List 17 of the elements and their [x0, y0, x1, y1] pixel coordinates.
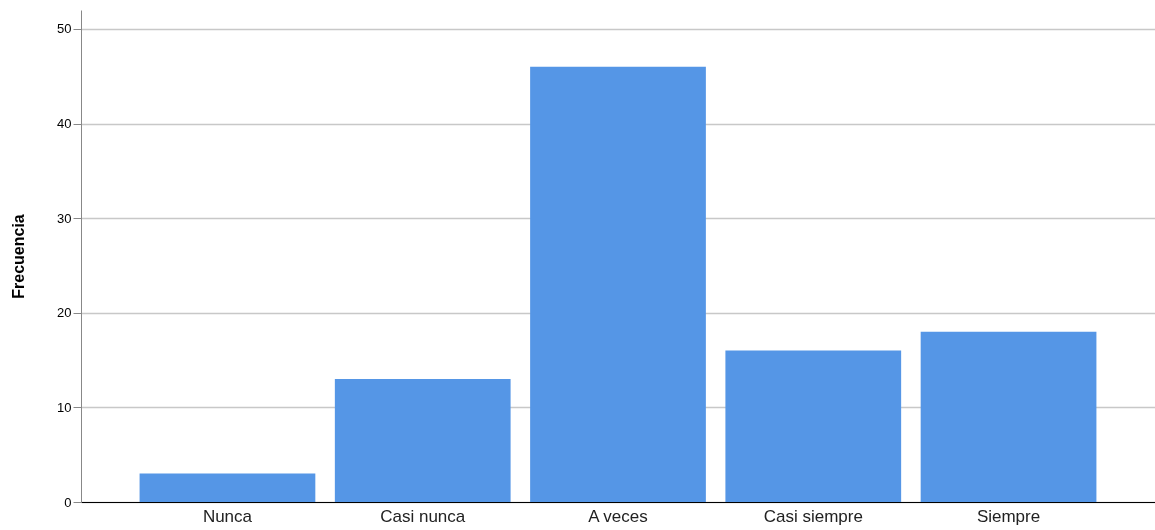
y-tick-label: 40	[57, 116, 72, 132]
bar	[334, 379, 511, 502]
y-tick-label: 0	[64, 494, 72, 510]
bar	[530, 66, 706, 502]
y-axis-title: Frecuencia	[10, 214, 28, 299]
x-tick-label: A veces	[588, 506, 648, 526]
x-tick-label: Casi siempre	[763, 506, 863, 526]
x-tick-label: Siempre	[976, 506, 1041, 526]
x-tick-label: Casi nunca	[380, 506, 466, 526]
y-tick-label: 50	[57, 21, 72, 37]
bar	[920, 331, 1097, 502]
x-tick-label: Nunca	[202, 506, 253, 526]
y-tick-label: 30	[57, 210, 72, 226]
y-tick-label: 10	[57, 399, 72, 415]
bar	[139, 473, 316, 502]
bar	[725, 350, 902, 502]
y-tick-label: 20	[57, 305, 72, 321]
